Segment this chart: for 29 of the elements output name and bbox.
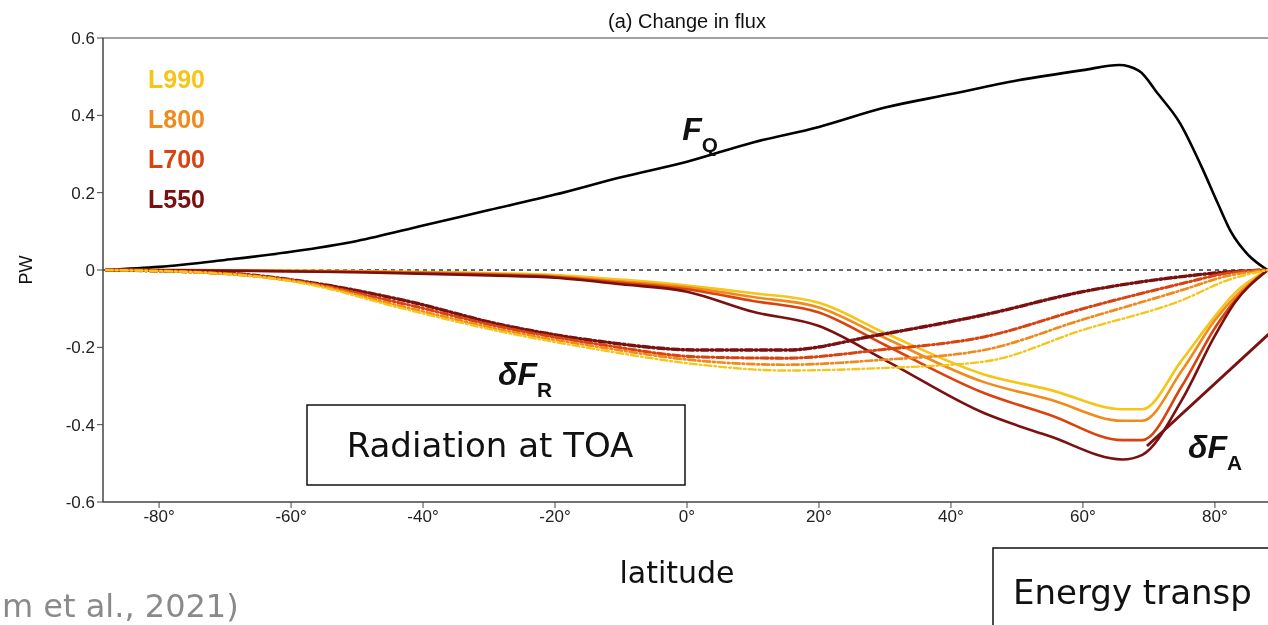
y-tick-label: 0.2 [71,183,95,203]
x-tick-label: -80° [143,507,175,527]
text: L550 [148,185,205,213]
y-tick-label: -0.4 [65,415,95,435]
y-tick-label: -0.6 [65,493,95,513]
x-tick-label: 60° [1070,507,1096,527]
x-tick-label: 0° [678,507,696,527]
annotation: Radiation at TOA [346,425,634,465]
y-tick-label: 0.6 [71,29,95,49]
text: m et al., 2021) [2,587,239,625]
y-tick-label: 0 [85,261,95,281]
annotation: F$_{Q}$ [682,111,718,156]
x-tick-label: -60° [275,507,307,527]
text: L990 [148,65,205,93]
chart-title: (a) Change in flux [608,10,766,32]
y-tick-label: -0.2 [65,338,95,358]
x-tick-label: 40° [938,507,964,527]
y-axis-title: PW [16,255,36,285]
text: L700 [148,145,205,173]
annotation: δF$_{A}$ [1187,429,1243,474]
x-axis-title: latitude [619,555,735,590]
x-tick-label: 20° [806,507,832,527]
text: L800 [148,105,205,133]
y-tick-label: 0.4 [71,106,95,126]
x-tick-label: -40° [407,507,439,527]
text: Energy transp [1013,572,1252,612]
annotation: δF$_{R}$ [497,356,553,401]
x-tick-label: -20° [539,507,571,527]
x-tick-label: 80° [1202,507,1228,527]
